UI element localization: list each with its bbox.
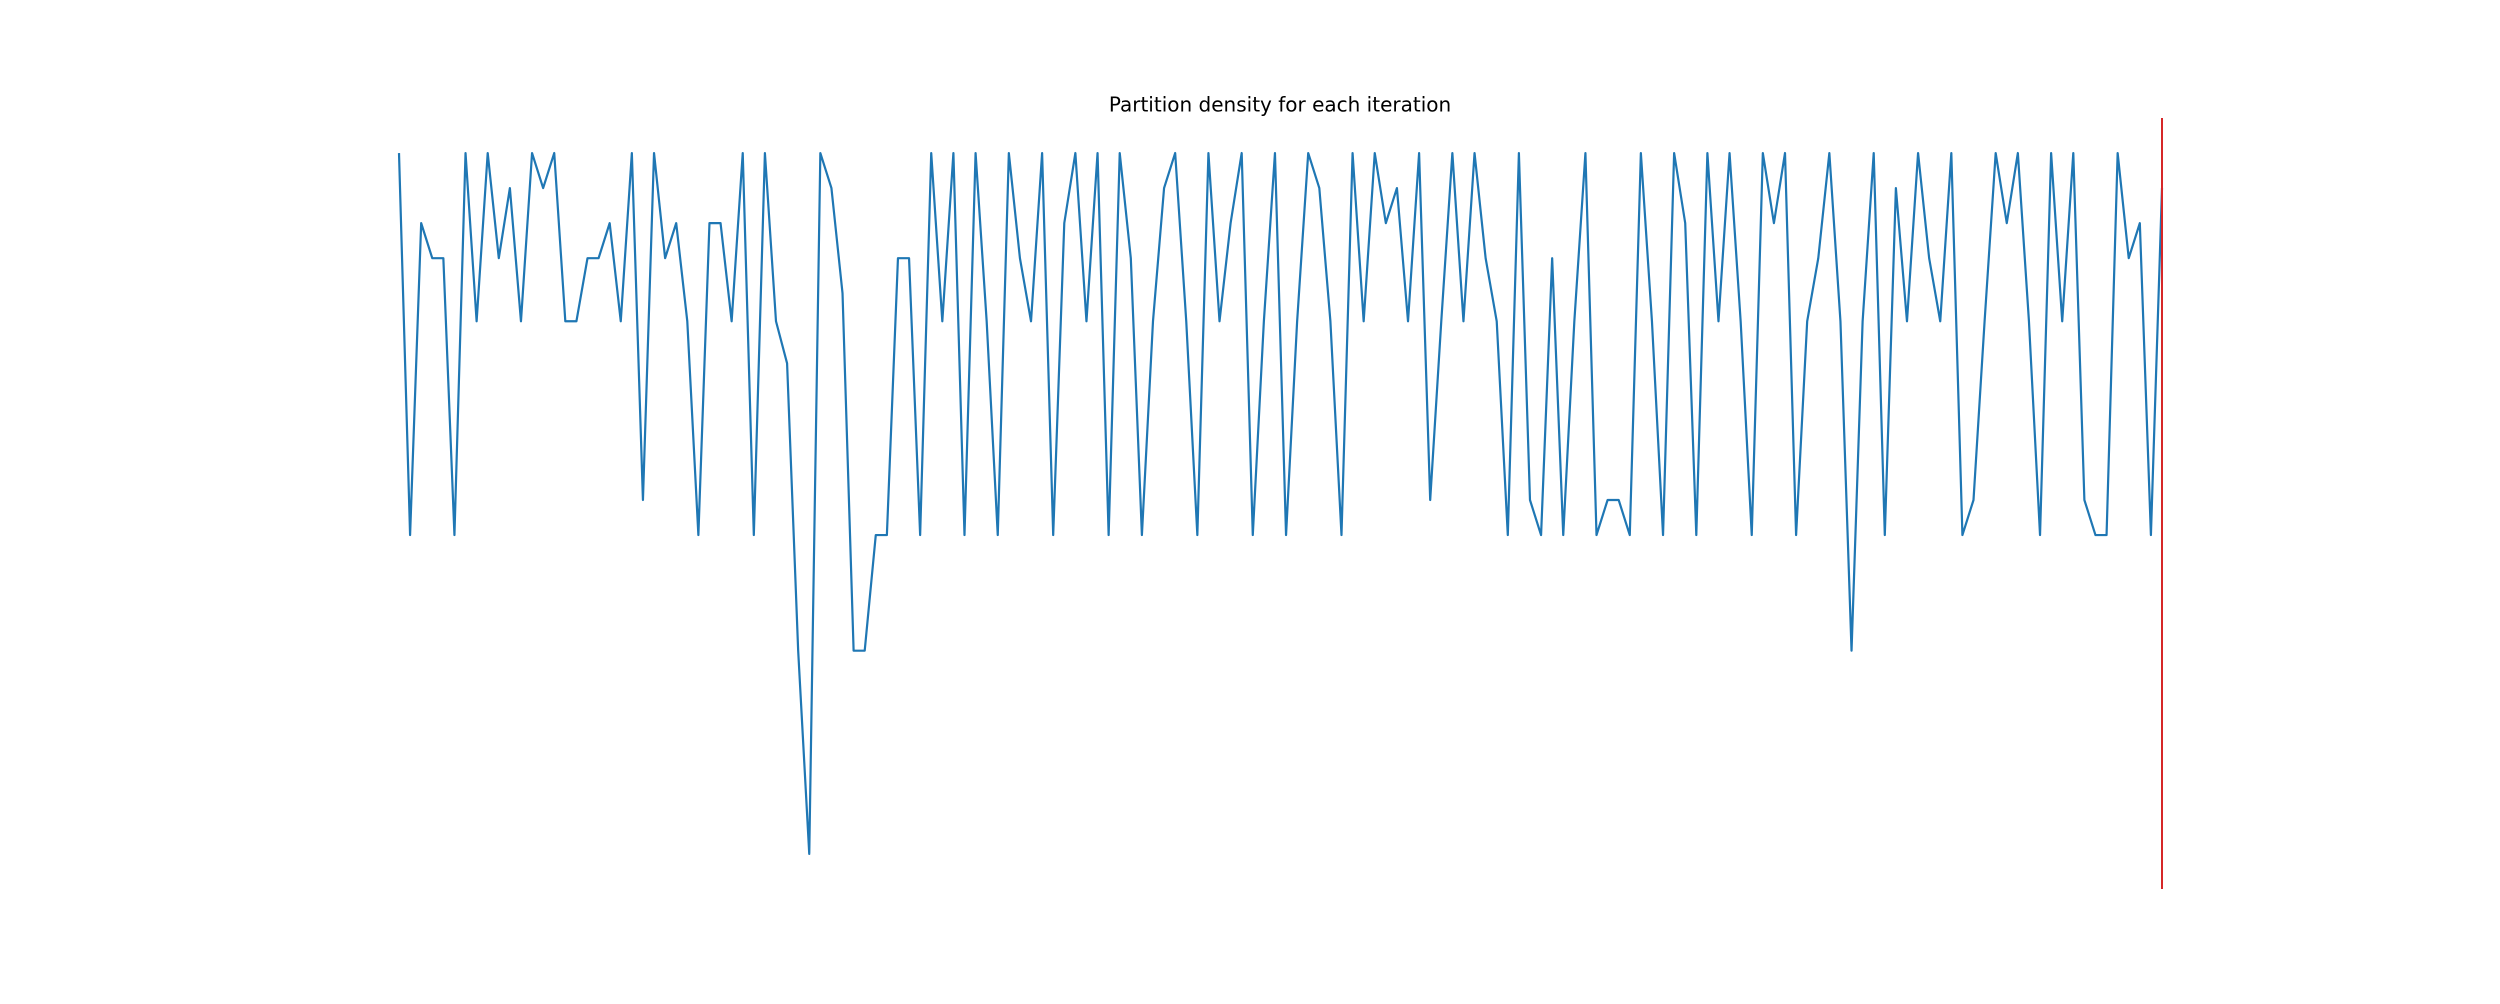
chart-title: Partition density for each iteration <box>1109 93 1451 117</box>
data-line <box>397 151 2164 856</box>
